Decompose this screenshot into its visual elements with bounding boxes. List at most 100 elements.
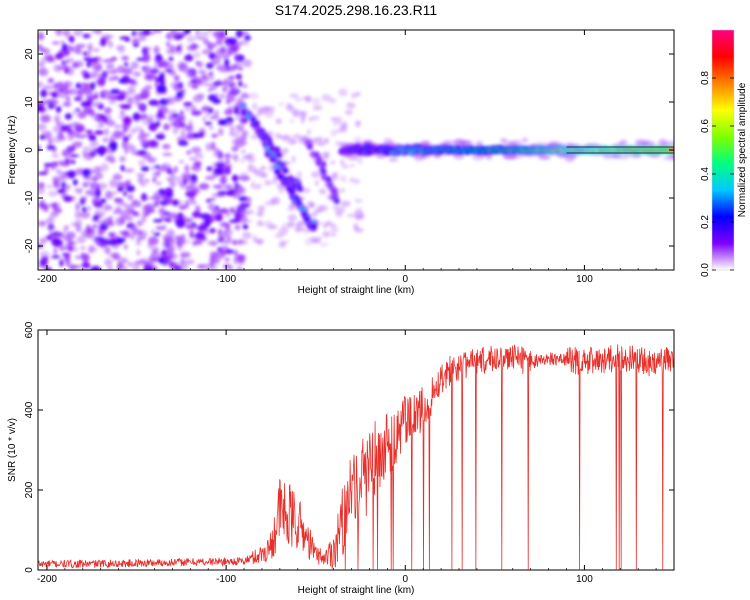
heatmap-cell xyxy=(138,159,146,167)
heatmap-cell xyxy=(74,123,85,133)
heatmap-cell xyxy=(192,95,204,103)
heatmap-cell xyxy=(194,152,200,157)
heatmap-cell xyxy=(235,127,244,132)
x-tick-label: -200 xyxy=(37,274,57,285)
heatmap-cell xyxy=(106,67,112,74)
heatmap-cell xyxy=(195,232,206,240)
heatmap-cell xyxy=(219,238,224,243)
heatmap-cell xyxy=(211,208,221,214)
heatmap-cell xyxy=(204,121,213,126)
heatmap-cell xyxy=(38,186,46,195)
heatmap-cell xyxy=(38,220,41,227)
x-tick-label: -100 xyxy=(216,574,236,585)
heatmap-cell xyxy=(106,95,118,100)
heatmap-cell xyxy=(182,217,194,222)
heatmap-cell xyxy=(228,219,240,224)
heatmap-cell xyxy=(86,206,92,211)
heatmap-cell xyxy=(71,61,79,69)
heatmap-cell xyxy=(287,221,295,228)
heatmap-cell xyxy=(306,129,311,135)
heatmap-cell xyxy=(207,202,216,211)
heatmap-cell xyxy=(264,110,274,118)
heatmap-cell xyxy=(173,266,183,270)
heatmap-cell xyxy=(162,255,174,260)
heatmap-cell xyxy=(148,114,154,119)
heatmap-cell xyxy=(340,206,346,213)
heatmap-cell xyxy=(295,222,301,228)
heatmap-cell xyxy=(134,150,146,157)
heatmap-cell xyxy=(192,240,203,245)
heatmap-cell xyxy=(294,226,305,232)
heatmap-cell xyxy=(48,138,53,145)
heatmap-cell xyxy=(188,157,199,161)
heatmap-cell xyxy=(104,59,112,63)
heatmap-cell xyxy=(184,67,194,77)
heatmap-cell xyxy=(110,88,121,94)
heatmap-cell xyxy=(82,168,91,177)
heatmap-cell xyxy=(123,243,129,250)
heatmap-cell xyxy=(190,164,202,172)
heatmap-cell xyxy=(349,163,355,168)
heatmap-cell xyxy=(64,157,69,166)
heatmap-cell xyxy=(38,244,44,249)
heatmap-cell xyxy=(39,135,46,140)
heatmap-cell xyxy=(321,94,332,102)
heatmap-cell xyxy=(251,102,258,111)
heatmap-cell xyxy=(201,107,211,111)
heatmap-cell xyxy=(353,223,359,231)
heatmap-cell xyxy=(232,191,242,196)
heatmap-cell xyxy=(158,62,163,68)
heatmap-cell xyxy=(235,73,243,80)
heatmap-cell xyxy=(48,216,54,221)
heatmap-cell xyxy=(185,132,195,140)
heatmap-cell xyxy=(162,163,167,172)
heatmap-cell xyxy=(104,245,111,255)
heatmap-cell xyxy=(240,91,248,98)
heatmap-cell xyxy=(72,179,78,186)
heatmap-cell xyxy=(122,136,129,143)
heatmap-cell xyxy=(55,208,63,213)
heatmap-cell xyxy=(150,229,155,235)
heatmap-cell xyxy=(85,224,91,233)
heatmap-cell xyxy=(94,188,101,198)
heatmap-cell xyxy=(340,159,345,165)
heatmap-cell xyxy=(175,114,187,120)
heatmap-cell xyxy=(51,153,59,158)
heatmap-cell xyxy=(122,266,128,270)
heatmap-cell xyxy=(168,56,174,62)
heatmap-cell xyxy=(223,78,228,85)
heatmap-cell xyxy=(173,119,183,129)
heatmap-cell xyxy=(354,120,361,128)
heatmap-cell xyxy=(104,155,111,162)
heatmap-cell xyxy=(162,198,173,205)
heatmap-cell xyxy=(296,171,303,179)
heatmap-cell xyxy=(198,183,210,190)
heatmap-cell xyxy=(38,58,47,66)
heatmap-cell xyxy=(166,229,175,238)
heatmap-cell xyxy=(195,30,201,37)
heatmap-cell xyxy=(318,188,327,195)
heatmap-cell xyxy=(346,102,356,109)
heatmap-cell xyxy=(127,261,132,267)
heatmap-cell xyxy=(107,265,114,270)
heatmap-cell xyxy=(252,168,262,174)
heatmap-cell xyxy=(49,211,58,219)
heatmap-cell xyxy=(104,237,110,243)
heatmap-cell xyxy=(127,133,133,139)
heatmap-cell xyxy=(115,237,126,243)
heatmap-cell xyxy=(178,83,184,87)
heatmap-cell xyxy=(240,39,250,46)
heatmap-cell xyxy=(89,139,99,148)
heatmap-cell xyxy=(222,263,232,269)
heatmap-cell xyxy=(81,262,91,269)
heatmap-cell xyxy=(198,131,205,138)
snr-panel: -200 -100 0 100 0 200 400 600 Height of straig… xyxy=(7,321,675,596)
heatmap-cell xyxy=(104,258,113,267)
heatmap-cell xyxy=(281,134,289,143)
heatmap-cell xyxy=(228,37,238,45)
y-tick-label: 400 xyxy=(24,401,35,418)
heatmap-cell xyxy=(189,199,198,206)
heatmap-cell xyxy=(48,225,53,232)
heatmap-cell xyxy=(209,228,216,234)
heatmap-cell xyxy=(148,99,159,106)
